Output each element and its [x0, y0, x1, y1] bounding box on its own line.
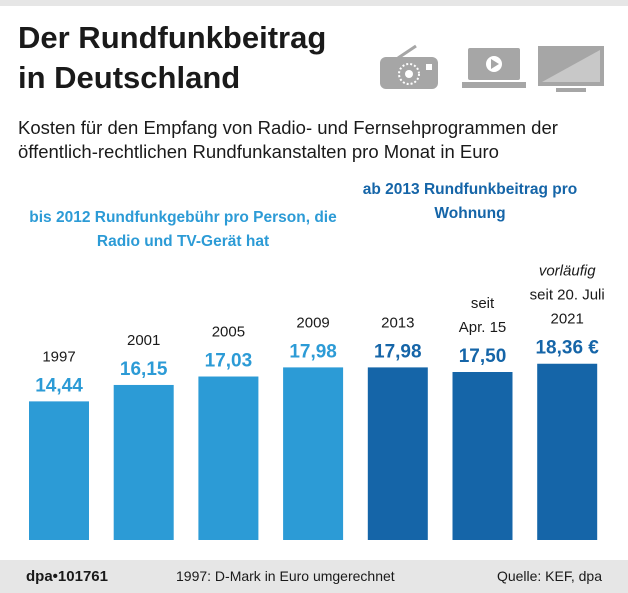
- category-label-5-0: seit: [471, 295, 495, 312]
- page-title: Der Rundfunkbeitrag in Deutschland: [18, 20, 327, 95]
- value-label-3: 17,98: [289, 341, 337, 362]
- footer: dpa•101761 1997: D-Mark in Euro umgerech…: [0, 560, 628, 593]
- category-label-3-0: 2009: [296, 314, 329, 331]
- top-bar: [0, 0, 628, 6]
- value-label-6: 18,36 €: [535, 338, 599, 359]
- category-label-4-0: 2013: [381, 314, 414, 331]
- bar-4: [367, 367, 428, 540]
- dpa-id: dpa•101761: [26, 568, 108, 585]
- note-rundfunkbeitrag: ab 2013 Rundfunkbeitrag pro Wohnung: [362, 181, 578, 222]
- bar-1: [113, 384, 174, 540]
- media-icons: [378, 40, 610, 96]
- value-label-2: 17,03: [205, 351, 253, 372]
- category-label-5-1: Apr. 15: [459, 319, 507, 336]
- bar-2: [198, 376, 259, 540]
- note-rundfunkgebuehr: bis 2012 Rundfunkgebühr pro Person, die …: [29, 209, 337, 250]
- bar-3: [283, 367, 344, 540]
- category-label-6-0: vorläufig: [539, 263, 596, 280]
- value-label-1: 16,15: [120, 359, 168, 380]
- source: Quelle: KEF, dpa: [496, 568, 602, 584]
- tv-icon: [538, 46, 604, 92]
- laptop-icon: [462, 48, 526, 88]
- value-label-4: 17,98: [374, 341, 422, 362]
- subtitle: Kosten für den Empfang von Radio- und Fe…: [18, 117, 558, 162]
- category-label-2-0: 2005: [212, 324, 245, 341]
- category-label-1-0: 2001: [127, 332, 160, 349]
- bar-chart: 14,44 1997 16,15 2001 17,03 2005 17,98 2009 17,9…: [29, 263, 605, 540]
- category-label-0-0: 1997: [42, 348, 75, 365]
- bar-5: [452, 372, 513, 540]
- radio-icon: [380, 44, 438, 89]
- value-label-5: 17,50: [459, 346, 507, 367]
- category-label-6-1: seit 20. Juli: [530, 287, 605, 304]
- value-label-0: 14,44: [35, 375, 83, 396]
- bar-0: [29, 401, 89, 540]
- category-label-6-2: 2021: [551, 311, 584, 328]
- bar-6: [537, 363, 598, 540]
- footnote: 1997: D-Mark in Euro umgerechnet: [176, 568, 395, 584]
